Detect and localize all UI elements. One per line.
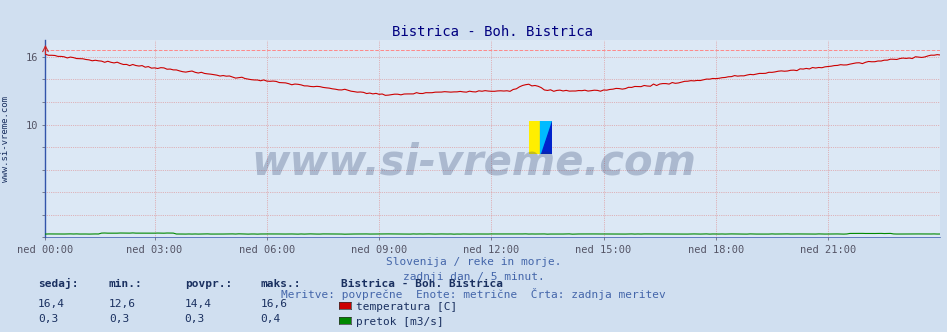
Text: min.:: min.: [109,279,143,289]
Text: 14,4: 14,4 [185,299,212,309]
Text: www.si-vreme.com: www.si-vreme.com [1,96,10,182]
Title: Bistrica - Boh. Bistrica: Bistrica - Boh. Bistrica [392,25,594,39]
Text: maks.:: maks.: [260,279,301,289]
Text: temperatura [C]: temperatura [C] [356,302,457,312]
Bar [528,121,541,154]
Polygon shape [541,121,552,154]
Text: povpr.:: povpr.: [185,279,232,289]
Text: 12,6: 12,6 [109,299,136,309]
Text: 0,3: 0,3 [185,314,205,324]
Text: www.si-vreme.com: www.si-vreme.com [251,141,696,183]
Text: Meritve: povprečne  Enote: metrične  Črta: zadnja meritev: Meritve: povprečne Enote: metrične Črta:… [281,288,666,299]
Text: 0,3: 0,3 [109,314,129,324]
Text: sedaj:: sedaj: [38,278,79,289]
Text: pretok [m3/s]: pretok [m3/s] [356,317,444,327]
Text: 16,6: 16,6 [260,299,288,309]
Polygon shape [541,121,552,154]
Text: zadnji dan / 5 minut.: zadnji dan / 5 minut. [402,272,545,283]
Text: 0,3: 0,3 [38,314,58,324]
Text: 16,4: 16,4 [38,299,65,309]
Text: Slovenija / reke in morje.: Slovenija / reke in morje. [385,257,562,267]
Text: 0,4: 0,4 [260,314,280,324]
Text: Bistrica - Boh. Bistrica: Bistrica - Boh. Bistrica [341,279,503,289]
